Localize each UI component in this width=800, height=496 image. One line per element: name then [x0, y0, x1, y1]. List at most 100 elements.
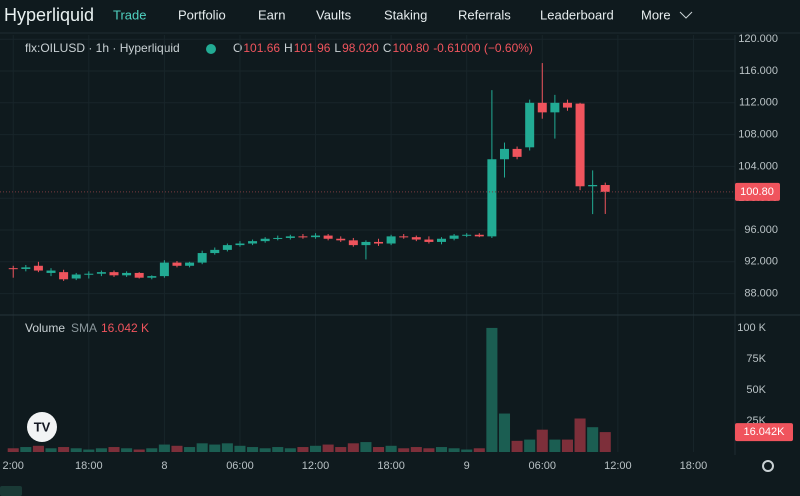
volume-bar — [574, 418, 586, 452]
volume-bar — [146, 448, 158, 452]
volume-bar — [498, 413, 511, 452]
ohlc-value: 100.80 — [392, 41, 429, 55]
volume-bar — [473, 448, 485, 452]
volume-bar — [108, 447, 120, 452]
candle-body — [512, 148, 522, 157]
nav-item[interactable]: More — [641, 7, 671, 22]
volume-title: Volume — [25, 321, 65, 335]
candle-body — [248, 241, 258, 244]
candle-body — [537, 102, 547, 113]
logo[interactable]: Hyperliquid — [4, 5, 94, 25]
settings-icon[interactable] — [762, 460, 774, 472]
candle-body — [21, 267, 31, 269]
nav-item[interactable]: Trade — [113, 7, 146, 22]
candle-body — [374, 241, 384, 244]
volume-bar — [347, 443, 359, 452]
candle-body — [298, 236, 308, 238]
volume-bar — [511, 440, 523, 452]
volume-bar — [536, 429, 548, 452]
last-price-tag — [735, 182, 780, 201]
volume-bar — [184, 447, 196, 452]
volume-bar — [196, 443, 208, 452]
volume-bar — [221, 443, 233, 452]
volume-sma-value: 16.042 K — [101, 321, 149, 335]
tv-logo-text: TV — [34, 419, 51, 434]
volume-bar — [322, 444, 334, 452]
volume-bar — [234, 445, 246, 452]
candle-body — [8, 268, 18, 270]
last-price-label: 100.80 — [740, 186, 774, 198]
volume-bar — [398, 448, 410, 452]
volume-tag — [735, 423, 793, 442]
volume-bar — [121, 448, 133, 452]
candle-body — [185, 262, 195, 266]
x-tick-label: 06:00 — [529, 460, 557, 472]
candle-body — [84, 273, 94, 275]
volume-bar — [561, 439, 574, 452]
candle-body — [172, 262, 182, 266]
candle-body — [336, 238, 346, 241]
y-tick-label: 120.000 — [738, 33, 778, 45]
volume-bar — [209, 444, 221, 452]
candle-body — [449, 235, 459, 239]
candle-body — [134, 272, 144, 278]
nav-item[interactable]: Leaderboard — [540, 7, 614, 22]
candle-body — [411, 237, 421, 240]
nav-item[interactable]: Portfolio — [178, 7, 226, 22]
volume-bar — [83, 449, 95, 452]
x-tick-label: 18:00 — [680, 460, 708, 472]
volume-sma-name: SMA — [71, 321, 97, 335]
nav-item[interactable]: Referrals — [458, 7, 511, 22]
nav-item[interactable]: Staking — [384, 7, 427, 22]
candle-body — [147, 276, 157, 278]
candle-body — [525, 102, 535, 148]
corner-badge — [0, 486, 22, 496]
y-tick-label: 88.000 — [744, 288, 778, 300]
volume-bar — [20, 447, 32, 452]
candle-body — [71, 274, 81, 279]
more-chevron[interactable] — [679, 11, 693, 19]
volume-tick-label: 75K — [746, 353, 766, 365]
x-tick-label: 18:00 — [75, 460, 103, 472]
candle-body — [109, 272, 119, 276]
ohlc-key: O — [233, 41, 242, 55]
candle-body — [46, 270, 56, 273]
volume-bar — [549, 439, 561, 452]
volume-bar — [158, 444, 170, 452]
volume-bar — [133, 449, 145, 452]
tv-logo[interactable] — [27, 412, 57, 442]
candle-body — [96, 272, 106, 274]
volume-bar — [297, 447, 309, 452]
volume-bar — [435, 447, 448, 452]
nav-item[interactable]: Earn — [258, 7, 285, 22]
ohlc-key: L — [334, 41, 341, 55]
volume-tag-label: 16.042K — [744, 426, 786, 438]
candle-body — [59, 272, 69, 280]
volume-bar — [7, 448, 19, 452]
y-tick-label: 116.000 — [739, 65, 778, 77]
x-tick-label: 12:00 — [302, 460, 330, 472]
candle-body — [575, 103, 585, 187]
candle-body — [222, 245, 232, 250]
volume-bar — [410, 447, 422, 452]
candle-body — [600, 185, 610, 192]
candle-body — [386, 236, 396, 244]
y-tick-label: 96.000 — [744, 224, 778, 236]
nav-item[interactable]: Vaults — [316, 7, 352, 22]
ohlc-value: 101.66 — [243, 41, 280, 55]
candle-body — [197, 253, 207, 263]
volume-bar — [171, 445, 183, 452]
candle-body — [562, 102, 572, 108]
ohlc-value: 98.020 — [342, 41, 379, 55]
x-tick-label: 2:00 — [3, 460, 24, 472]
candle-body — [235, 243, 245, 246]
volume-bar — [272, 447, 284, 452]
candle-body — [33, 265, 43, 271]
symbol[interactable]: flx:OILUSD · 1h · Hyperliquid — [25, 41, 180, 55]
candle-body — [159, 262, 169, 277]
status-dot — [206, 44, 216, 54]
ohlc-key: H — [284, 41, 293, 55]
candle-body — [437, 238, 447, 242]
volume-bar — [284, 448, 296, 452]
